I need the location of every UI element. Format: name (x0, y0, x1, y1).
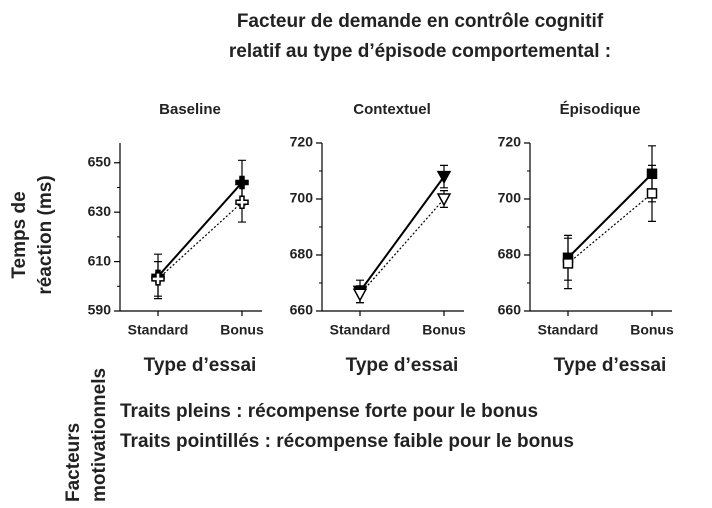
series-line (157, 181, 243, 278)
x-tick-label: Standard (128, 322, 189, 338)
marker (235, 175, 249, 190)
y-tick-label: 660 (290, 302, 314, 318)
y-tick-label: 720 (498, 134, 522, 150)
title-line: Facteur de demande en contrôle cognitif (237, 11, 604, 32)
x-tick-label: Bonus (630, 322, 674, 338)
x-tick-label: Bonus (422, 322, 466, 338)
side-label: Facteurs (63, 423, 84, 502)
legend-text: Traits pointillés : récompense faible po… (120, 431, 574, 452)
y-tick-label: 680 (290, 246, 314, 262)
marker (646, 188, 658, 199)
y-tick-label: 660 (498, 302, 522, 318)
series-line (567, 192, 653, 264)
y-tick-label: 610 (88, 252, 112, 268)
y-axis-label: réaction (ms) (35, 175, 56, 294)
x-axis-label: Type d’essai (144, 355, 257, 376)
marker (436, 193, 452, 207)
marker (352, 288, 368, 302)
series-line (359, 176, 445, 292)
y-tick-label: 680 (498, 246, 522, 262)
title-line: relatif au type d’épisode comportemental… (229, 41, 611, 62)
subplot-title: Baseline (159, 101, 221, 118)
x-axis-label: Type d’essai (346, 355, 459, 376)
x-axis-label: Type d’essai (554, 355, 667, 376)
marker (151, 272, 165, 286)
y-tick-label: 720 (290, 134, 314, 150)
subplot-title: Contextuel (353, 101, 431, 118)
y-tick-label: 700 (290, 190, 314, 206)
legend-text: Traits pleins : récompense forte pour le… (120, 401, 538, 422)
series-line (567, 173, 653, 259)
marker (646, 168, 658, 180)
x-tick-label: Standard (330, 322, 391, 338)
y-tick-label: 630 (88, 203, 112, 219)
y-tick-label: 650 (88, 153, 112, 169)
subplot-title: Épisodique (560, 101, 641, 118)
x-tick-label: Bonus (220, 322, 264, 338)
x-tick-label: Standard (538, 322, 599, 338)
marker (562, 258, 574, 269)
y-tick-label: 590 (88, 302, 112, 318)
marker (436, 170, 452, 185)
series-line (157, 201, 243, 280)
y-tick-label: 700 (498, 190, 522, 206)
y-axis-label: Temps de (9, 191, 30, 278)
side-label: motivationnels (89, 368, 110, 502)
marker (235, 195, 249, 210)
series-line (359, 198, 445, 295)
